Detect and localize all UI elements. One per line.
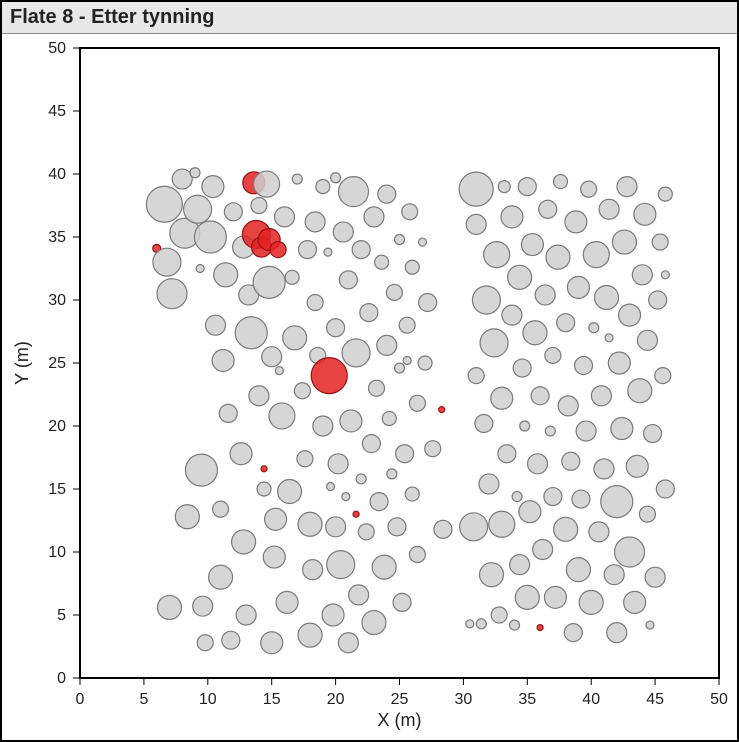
svg-text:25: 25	[48, 355, 66, 372]
svg-text:15: 15	[263, 691, 281, 708]
svg-text:25: 25	[391, 691, 409, 708]
svg-text:50: 50	[710, 691, 728, 708]
svg-text:45: 45	[48, 103, 66, 120]
svg-text:Y (m): Y (m)	[12, 341, 32, 385]
svg-text:20: 20	[48, 418, 66, 435]
svg-text:35: 35	[48, 229, 66, 246]
svg-text:30: 30	[455, 691, 473, 708]
svg-text:40: 40	[582, 691, 600, 708]
svg-text:10: 10	[199, 691, 217, 708]
svg-text:30: 30	[48, 292, 66, 309]
svg-text:15: 15	[48, 481, 66, 498]
svg-text:20: 20	[327, 691, 345, 708]
chart-frame: Flate 8 - Etter tynning 0 5 10 15 20 25 30 35 40…	[0, 0, 739, 742]
svg-text:0: 0	[57, 670, 66, 687]
chart-title: Flate 8 - Etter tynning	[2, 2, 737, 34]
svg-text:45: 45	[646, 691, 664, 708]
svg-text:X (m): X (m)	[378, 710, 422, 730]
svg-text:0: 0	[76, 691, 85, 708]
svg-text:35: 35	[518, 691, 536, 708]
plot-area: 0 5 10 15 20 25 30 35 40 45 50 0 5 10 15 20 25 30 35 40 45 50…	[2, 34, 737, 740]
svg-text:40: 40	[48, 166, 66, 183]
svg-text:10: 10	[48, 544, 66, 561]
svg-text:5: 5	[139, 691, 148, 708]
svg-text:5: 5	[57, 607, 66, 624]
svg-text:50: 50	[48, 40, 66, 57]
scatter-plot: 0 5 10 15 20 25 30 35 40 45 50 0 5 10 15 20 25 30 35 40 45 50…	[2, 34, 737, 740]
